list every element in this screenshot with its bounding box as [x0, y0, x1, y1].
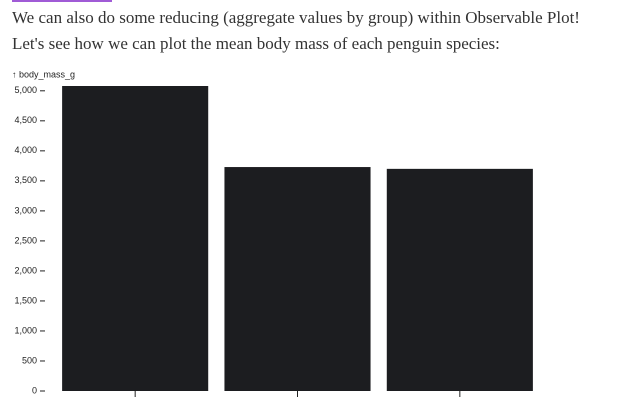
bar [62, 86, 209, 391]
y-tick-label: 3,500 [14, 175, 37, 185]
bar [224, 167, 371, 391]
y-tick-label: 1,500 [14, 295, 37, 305]
paragraph-line: Let's see how we can plot the mean body … [12, 34, 500, 53]
y-tick-label: 4,000 [14, 145, 37, 155]
y-tick-label: 500 [22, 355, 37, 365]
link-underline [12, 0, 112, 2]
y-tick-label: 0 [32, 385, 37, 395]
y-tick-label: 1,000 [14, 325, 37, 335]
y-tick-label: 4,500 [14, 115, 37, 125]
paragraph-line: We can also do some reducing (aggregate … [12, 8, 580, 27]
y-tick-label: 2,500 [14, 235, 37, 245]
y-axis-label: ↑ body_mass_g [12, 69, 75, 79]
y-tick-label: 2,000 [14, 265, 37, 275]
y-tick-label: 3,000 [14, 205, 37, 215]
bar [386, 168, 533, 391]
y-tick-label: 5,000 [14, 85, 37, 95]
